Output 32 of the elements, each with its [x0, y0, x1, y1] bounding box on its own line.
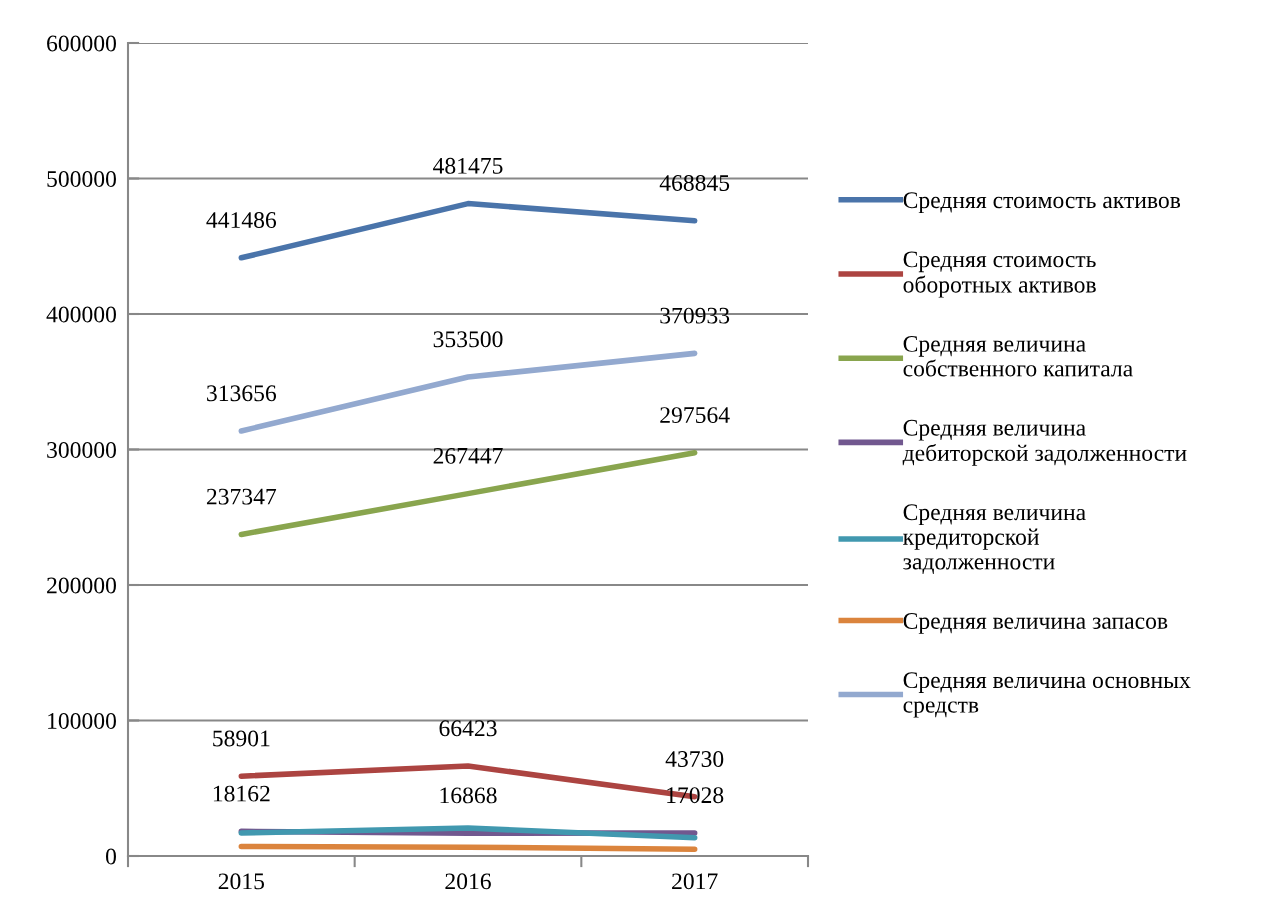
- data-label: 297564: [660, 407, 730, 423]
- legend-label: Средняя величина основных средств: [903, 672, 1191, 718]
- data-label: 370933: [660, 307, 730, 324]
- data-label: 468845: [659, 174, 730, 191]
- data-label: 441486: [206, 212, 277, 228]
- y-tick-label: 200000: [47, 577, 116, 594]
- data-label: 237347: [206, 488, 277, 505]
- legend-label: Средняя величина дебиторской задолженности: [902, 419, 1187, 466]
- y-tick-label: 500000: [47, 170, 116, 187]
- data-label: 58901: [213, 730, 270, 747]
- y-tick-label: 400000: [46, 306, 116, 323]
- y-tick-label: 100000: [48, 712, 116, 729]
- y-tick-label: 600000: [47, 35, 116, 52]
- data-label: 267447: [433, 447, 503, 464]
- legend-label: Средняя величина собственного капитала: [903, 335, 1133, 377]
- data-label: 353500: [433, 331, 503, 348]
- data-label: 313656: [207, 385, 277, 402]
- data-label: 481475: [433, 157, 503, 174]
- x-tick-label: 2017: [672, 873, 718, 890]
- legend-label: Средняя стоимость оборотных активов: [903, 251, 1096, 298]
- x-tick-label: 2015: [218, 873, 265, 890]
- data-label: 17028: [667, 787, 724, 804]
- legend-label: Средняя стоимость активов: [903, 192, 1181, 213]
- data-label: 43730: [665, 751, 724, 767]
- data-label: 16868: [440, 787, 497, 804]
- legend-label: Средняя величина кредиторской задолженности: [903, 504, 1086, 574]
- data-label: 66423: [439, 720, 497, 737]
- y-tick-label: 0: [105, 848, 116, 865]
- x-tick-label: 2016: [445, 873, 491, 890]
- data-label: 18162: [213, 785, 270, 802]
- legend-label: Средняя величина запасов: [903, 613, 1168, 634]
- y-tick-label: 300000: [47, 441, 116, 458]
